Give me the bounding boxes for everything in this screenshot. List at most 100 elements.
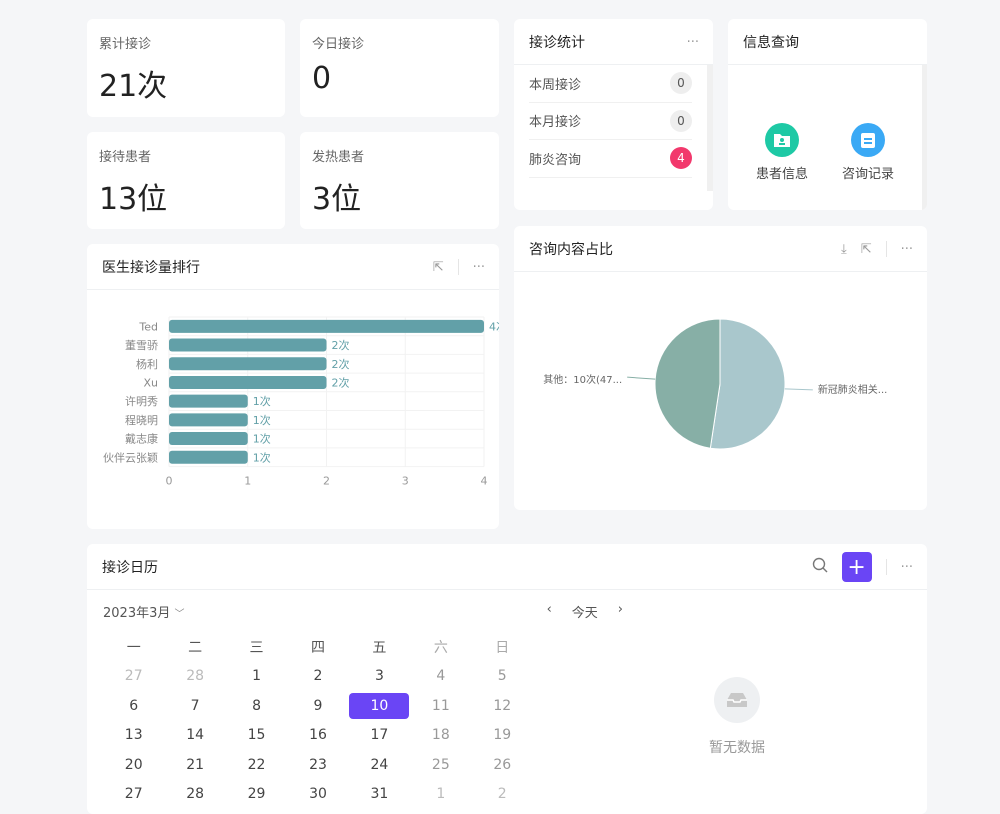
- item-label: 咨询记录: [841, 167, 894, 182]
- bar-data-label: 2次: [332, 338, 350, 352]
- stat-label: 接待患者: [99, 150, 152, 165]
- calendar-day[interactable]: 1: [436, 786, 446, 803]
- calendar-week: 6 7 8 9 10 11 12: [103, 691, 533, 721]
- download-icon[interactable]: ⤓: [840, 241, 847, 257]
- y-category-label: 戴志康: [125, 432, 158, 446]
- card-title: 信息查询: [743, 34, 799, 51]
- calendar-day[interactable]: 4: [436, 668, 446, 685]
- bar: [169, 413, 248, 427]
- weekday-header: 六: [433, 639, 448, 656]
- y-category-label: 许明秀: [125, 395, 158, 408]
- y-category-label: 伙伴云张颖: [103, 451, 158, 464]
- calendar-day[interactable]: 28: [186, 786, 205, 803]
- bar: [169, 432, 248, 446]
- prev-month-button[interactable]: ‹: [546, 601, 552, 617]
- count-badge: 4: [670, 147, 692, 170]
- more-icon[interactable]: ···: [900, 241, 913, 257]
- x-tick-label: 3: [402, 475, 409, 488]
- item-label: 患者信息: [755, 167, 808, 182]
- calendar-day[interactable]: 13: [124, 727, 143, 744]
- calendar-day[interactable]: 9: [313, 697, 323, 714]
- weekday-header: 二: [188, 639, 203, 656]
- stat-today-visits: 今日接诊 0: [300, 19, 499, 117]
- calendar-day[interactable]: 6: [129, 697, 139, 714]
- chevron-down-icon: ﹀: [174, 608, 185, 620]
- card-title: 接诊统计: [529, 34, 585, 51]
- calendar-day[interactable]: 27: [124, 668, 143, 685]
- calendar-week: 20 21 22 23 24 25 26: [103, 750, 533, 780]
- bar: [169, 357, 327, 371]
- calendar-day[interactable]: 15: [247, 727, 266, 744]
- calendar-day[interactable]: 10: [349, 691, 410, 721]
- calendar-day[interactable]: 25: [431, 756, 450, 773]
- x-tick-label: 0: [166, 475, 173, 488]
- pie-slice-label: 新冠肺炎相关...: [818, 383, 888, 396]
- calendar-day[interactable]: 31: [370, 786, 389, 803]
- patient-folder-icon: [765, 123, 799, 157]
- x-tick-label: 1: [244, 475, 251, 488]
- bar: [169, 338, 327, 352]
- scrollbar[interactable]: [922, 65, 927, 210]
- bar: [169, 394, 248, 408]
- calendar-day[interactable]: 29: [247, 786, 266, 803]
- calendar-day[interactable]: 18: [431, 727, 450, 744]
- calendar-day[interactable]: 19: [493, 727, 512, 744]
- stat-label: 累计接诊: [99, 37, 152, 52]
- bar-data-label: 1次: [253, 413, 271, 427]
- weekday-header: 一: [126, 639, 141, 656]
- today-button[interactable]: 今天: [571, 605, 598, 621]
- weekday-header: 四: [310, 639, 325, 656]
- pie-slice-label: 其他：10次(47...: [543, 373, 622, 386]
- next-month-button[interactable]: ›: [617, 601, 623, 617]
- stat-value: 3位: [312, 182, 362, 217]
- calendar-day[interactable]: 24: [370, 756, 389, 773]
- month-selector[interactable]: 2023年3月 ﹀: [103, 605, 185, 621]
- calendar-day[interactable]: 12: [493, 697, 512, 714]
- y-category-label: 程晓明: [125, 414, 158, 427]
- list-item[interactable]: 本月接诊 0: [529, 103, 692, 140]
- calendar-day[interactable]: 14: [186, 727, 205, 744]
- bar: [169, 450, 248, 464]
- calendar-day[interactable]: 7: [190, 697, 200, 714]
- calendar-day[interactable]: 3: [374, 668, 384, 685]
- calendar-day[interactable]: 11: [431, 697, 450, 714]
- list-item[interactable]: 本周接诊 0: [529, 65, 692, 103]
- more-icon[interactable]: ···: [900, 559, 913, 575]
- more-icon[interactable]: ···: [686, 34, 699, 50]
- scrollbar[interactable]: [707, 65, 713, 191]
- count-badge: 0: [670, 72, 692, 95]
- expand-icon[interactable]: ⇱: [432, 259, 444, 275]
- pie-label-line: [627, 376, 656, 380]
- patient-info-button[interactable]: 患者信息: [747, 123, 817, 182]
- item-label: 肺炎咨询: [529, 152, 582, 168]
- bar-data-label: 2次: [332, 375, 350, 389]
- calendar-day[interactable]: 8: [252, 697, 262, 714]
- stat-label: 今日接诊: [312, 37, 365, 52]
- calendar-day[interactable]: 17: [370, 727, 389, 744]
- calendar-day[interactable]: 27: [124, 786, 143, 803]
- calendar-day[interactable]: 21: [186, 756, 205, 773]
- calendar-day[interactable]: 28: [186, 668, 205, 685]
- calendar-day[interactable]: 20: [124, 756, 143, 773]
- search-icon[interactable]: [812, 557, 828, 577]
- item-label: 本月接诊: [529, 115, 582, 131]
- calendar-day[interactable]: 1: [252, 668, 262, 685]
- bar-data-label: 1次: [253, 432, 271, 446]
- calendar-day[interactable]: 23: [309, 756, 327, 773]
- visit-calendar-card: 接诊日历 + ··· 2023年3月 ﹀ ‹ 今天 › 一二三四五六日 27 28 1 2 3 4…: [87, 544, 927, 814]
- expand-icon[interactable]: ⇱: [860, 241, 872, 257]
- calendar-day[interactable]: 2: [313, 668, 323, 685]
- calendar-week: 27 28 1 2 3 4 5: [103, 662, 533, 692]
- calendar-day[interactable]: 30: [309, 786, 327, 803]
- more-icon[interactable]: ···: [472, 259, 485, 275]
- list-item[interactable]: 肺炎咨询 4: [529, 140, 692, 178]
- calendar-day[interactable]: 5: [497, 668, 507, 685]
- stat-patients: 接待患者 13位: [87, 132, 285, 229]
- calendar-day[interactable]: 2: [497, 786, 507, 803]
- bar-data-label: 4次: [489, 319, 499, 333]
- add-button[interactable]: +: [841, 552, 872, 582]
- calendar-day[interactable]: 16: [309, 727, 327, 744]
- calendar-day[interactable]: 26: [493, 756, 512, 773]
- consult-records-button[interactable]: 咨询记录: [833, 123, 903, 182]
- calendar-day[interactable]: 22: [247, 756, 266, 773]
